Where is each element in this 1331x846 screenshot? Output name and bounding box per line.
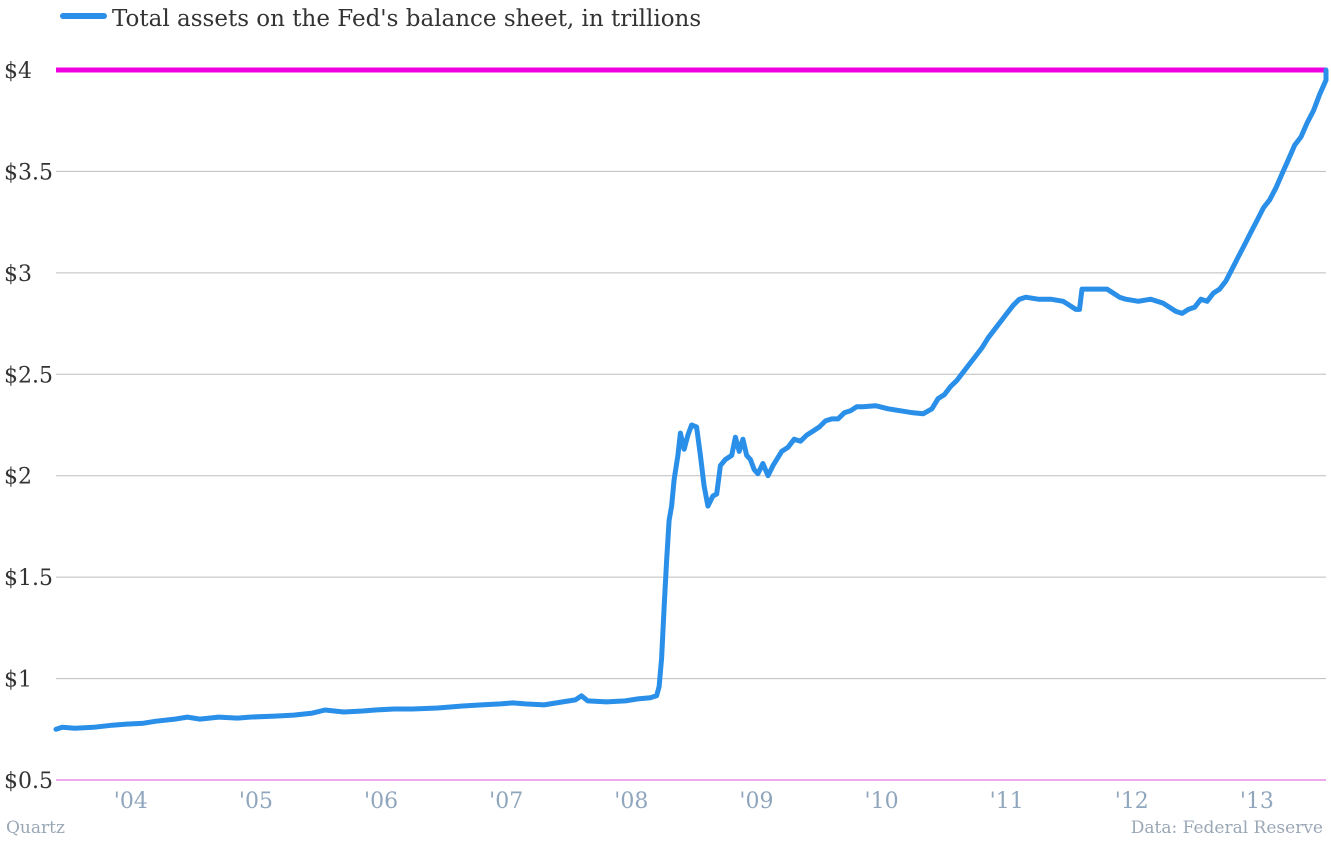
x-tick-label: '04: [114, 789, 148, 814]
y-tick-label: $2: [4, 465, 32, 490]
x-tick-label: '13: [1240, 789, 1274, 814]
gridlines: [56, 170, 1326, 781]
legend: Total assets on the Fed's balance sheet,…: [60, 6, 701, 32]
y-tick-label: $2.5: [4, 363, 53, 388]
x-tick-label: '11: [990, 789, 1024, 814]
x-tick-label: '07: [489, 789, 523, 814]
series-group: [53, 67, 1329, 732]
x-tick-label: '09: [739, 789, 773, 814]
x-axis-ticks: '04 '05 '06 '07 '08 '09 '10 '11 '12 '13: [114, 789, 1274, 814]
legend-label: Total assets on the Fed's balance sheet,…: [112, 6, 701, 32]
y-tick-label: $1.5: [4, 566, 53, 591]
brand-label: Quartz: [6, 818, 65, 838]
y-axis-ticks: $0.5 $1 $1.5 $2 $2.5 $3 $3.5 $4: [4, 59, 53, 794]
y-tick-label: $3: [4, 262, 32, 287]
x-tick-label: '10: [865, 789, 899, 814]
series-line: [53, 67, 1329, 732]
x-tick-label: '05: [239, 789, 273, 814]
x-tick-label: '06: [364, 789, 398, 814]
y-tick-label: $4: [4, 59, 32, 84]
y-tick-label: $3.5: [4, 160, 53, 185]
y-tick-label: $0.5: [4, 769, 53, 794]
y-tick-label: $1: [4, 668, 32, 693]
source-label: Data: Federal Reserve: [1130, 818, 1323, 838]
x-tick-label: '12: [1115, 789, 1149, 814]
x-tick-label: '08: [614, 789, 648, 814]
